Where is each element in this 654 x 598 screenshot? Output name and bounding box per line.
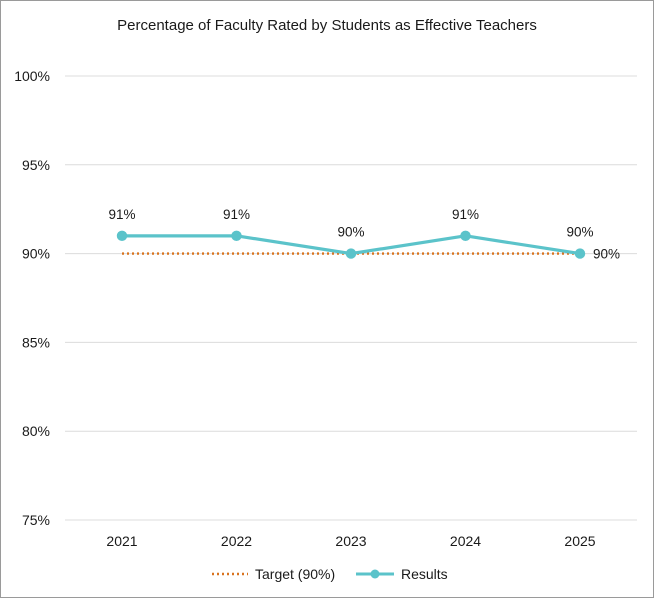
- data-labels: 91% 91%90%91%90%90%: [108, 207, 620, 262]
- legend-target-label: Target (90%): [255, 566, 335, 582]
- results-data-label: 90%: [566, 225, 593, 240]
- results-point: [460, 230, 471, 242]
- y-tick-label: 85%: [22, 334, 50, 350]
- y-axis-labels: 75% 80% 85% 90% 95% 100%: [14, 68, 50, 528]
- y-tick-label: 75%: [22, 512, 50, 528]
- x-axis-labels: 2021 2022 2023 2024 2025: [106, 533, 595, 549]
- target-end-label: 90%: [593, 247, 620, 262]
- legend: Target (90%) Results: [212, 566, 448, 582]
- results-data-label: 91%: [108, 207, 135, 222]
- results-data-label: 91%: [223, 207, 250, 222]
- results-data-label: 90%: [337, 225, 364, 240]
- results-point: [116, 230, 128, 242]
- results-point: [231, 230, 242, 242]
- x-tick-label: 2021: [106, 533, 137, 549]
- x-tick-label: 2025: [564, 533, 595, 549]
- y-tick-label: 100%: [14, 68, 50, 84]
- y-tick-label: 95%: [22, 157, 50, 173]
- y-tick-label: 80%: [22, 423, 50, 439]
- x-tick-label: 2024: [450, 533, 481, 549]
- x-tick-label: 2022: [221, 533, 252, 549]
- results-point: [574, 248, 586, 259]
- results-data-label: 91%: [452, 207, 479, 222]
- gridlines: [65, 75, 637, 521]
- results-point: [345, 248, 357, 259]
- legend-results-label: Results: [401, 566, 448, 582]
- legend-results-marker: [370, 569, 380, 579]
- results-series: [116, 230, 586, 259]
- x-tick-label: 2023: [335, 533, 366, 549]
- chart-title: Percentage of Faculty Rated by Students …: [117, 17, 537, 34]
- y-tick-label: 90%: [22, 246, 50, 262]
